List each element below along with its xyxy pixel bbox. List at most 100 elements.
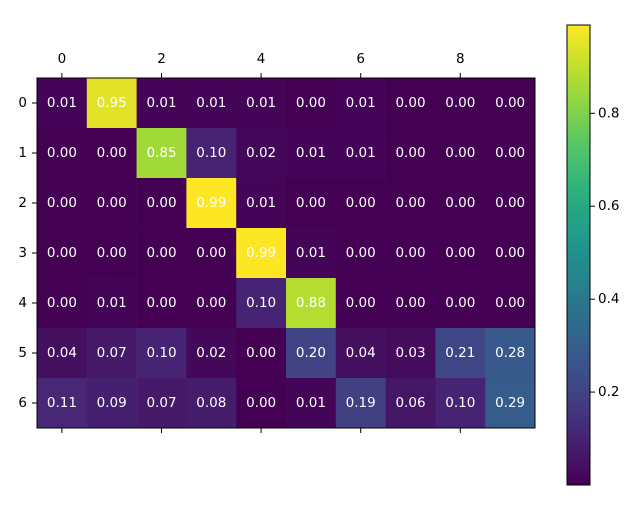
cell-value-label: 0.29 [495,395,525,411]
heatmap-cell-r2-c5 [286,178,337,229]
heatmap-cell-r0-c3 [186,78,237,129]
heatmap-cell-r5-c6 [335,328,386,379]
cell-value-label: 0.00 [395,295,425,311]
cell-value-label: 0.06 [395,395,425,411]
cell-value-label: 0.04 [47,345,77,361]
cell-value-label: 0.00 [395,245,425,261]
heatmap-cell-r0-c9 [485,78,536,129]
cell-value-label: 0.00 [296,195,326,211]
heatmap-cell-r6-c7 [385,378,436,429]
cell-value-label: 0.00 [47,295,77,311]
cell-value-label: 0.09 [97,395,127,411]
heatmap-cell-r6-c0 [37,378,88,429]
heatmap-cell-r4-c8 [435,278,486,329]
heatmap-cell-r6-c2 [136,378,187,429]
cell-value-label: 0.00 [445,295,475,311]
x-tick-label: 8 [456,51,465,67]
heatmap-cell-r1-c1 [86,128,137,179]
cell-value-label: 0.00 [146,245,176,261]
cell-value-label: 0.07 [97,345,127,361]
y-tick-label: 4 [18,295,27,311]
cell-value-label: 0.00 [146,195,176,211]
heatmap-cell-r6-c4 [236,378,287,429]
cell-value-label: 0.01 [296,395,326,411]
heatmap-cell-r1-c4 [236,128,287,179]
heatmap-cell-r2-c8 [435,178,486,229]
cell-value-label: 0.11 [47,395,77,411]
cell-value-label: 0.85 [146,145,176,161]
heatmap-cell-r3-c1 [86,228,137,279]
heatmap-cell-r0-c4 [236,78,287,129]
cell-value-label: 0.01 [246,195,276,211]
heatmap-cell-r1-c3 [186,128,237,179]
heatmap-cell-r5-c3 [186,328,237,379]
heatmap-cell-r0-c7 [385,78,436,129]
heatmap-cell-r2-c0 [37,178,88,229]
cell-value-label: 0.95 [97,95,127,111]
cell-value-label: 0.00 [445,195,475,211]
heatmap-cell-r2-c1 [86,178,137,229]
x-tick-label: 0 [58,51,67,67]
cell-value-label: 0.04 [346,345,376,361]
colorbar-gradient [567,25,590,485]
cell-value-label: 0.00 [395,95,425,111]
heatmap-cell-r5-c5 [286,328,337,379]
heatmap-cell-r6-c3 [186,378,237,429]
heatmap-cells [37,78,536,429]
heatmap-cell-r2-c2 [136,178,187,229]
cell-value-label: 0.00 [495,95,525,111]
heatmap-cell-r5-c2 [136,328,187,379]
cell-value-label: 0.01 [296,145,326,161]
colorbar: 0.2 0.4 0.6 0.8 [566,24,619,486]
cell-value-label: 0.01 [246,95,276,111]
heatmap-cell-r5-c8 [435,328,486,379]
cell-value-label: 0.99 [246,245,276,261]
heatmap-cell-r1-c9 [485,128,536,179]
heatmap-cell-r0-c5 [286,78,337,129]
cell-value-label: 0.00 [47,195,77,211]
cell-value-label: 0.01 [146,95,176,111]
heatmap-cell-r6-c1 [86,378,137,429]
cell-value-label: 0.00 [495,295,525,311]
heatmap-cell-r4-c5 [286,278,337,329]
cell-value-label: 0.00 [346,195,376,211]
x-axis: 0 2 4 6 8 [58,51,465,433]
cell-value-label: 0.01 [346,95,376,111]
cell-value-label: 0.00 [445,95,475,111]
cell-value-label: 0.00 [395,195,425,211]
heatmap-cell-r2-c7 [385,178,436,229]
cell-value-label: 0.00 [395,145,425,161]
cell-value-label: 0.01 [97,295,127,311]
heatmap-cell-r3-c4 [236,228,287,279]
cell-value-label: 0.20 [296,345,326,361]
heatmap-cell-r1-c8 [435,128,486,179]
heatmap-cell-r0-c2 [136,78,187,129]
heatmap-cell-labels: 0.01 0.95 0.01 0.01 0.01 0.00 0.01 0.00 0.00 0.00… [47,95,525,411]
heatmap-cell-r0-c1 [86,78,137,129]
heatmap-cell-r0-c6 [335,78,386,129]
cell-value-label: 0.10 [196,145,226,161]
heatmap-cell-r5-c4 [236,328,287,379]
heatmap-cell-r1-c7 [385,128,436,179]
heatmap-cell-r6-c6 [335,378,386,429]
y-axis: 0 1 2 3 4 5 6 [18,95,37,411]
heatmap-cell-r2-c9 [485,178,536,229]
cell-value-label: 0.01 [196,95,226,111]
heatmap-cell-r1-c0 [37,128,88,179]
cell-value-label: 0.03 [395,345,425,361]
heatmap-cell-r4-c7 [385,278,436,329]
heatmap-cell-r6-c5 [286,378,337,429]
cell-value-label: 0.00 [246,345,276,361]
heatmap-cell-r1-c5 [286,128,337,179]
cell-value-label: 0.00 [196,295,226,311]
heatmap-cell-r3-c2 [136,228,187,279]
x-tick-label: 2 [157,51,166,67]
cell-value-label: 0.00 [47,145,77,161]
heatmap-cell-r4-c1 [86,278,137,329]
heatmap-cell-r4-c4 [236,278,287,329]
heatmap-cell-r5-c7 [385,328,436,379]
cell-value-label: 0.01 [346,145,376,161]
cell-value-label: 0.00 [97,195,127,211]
